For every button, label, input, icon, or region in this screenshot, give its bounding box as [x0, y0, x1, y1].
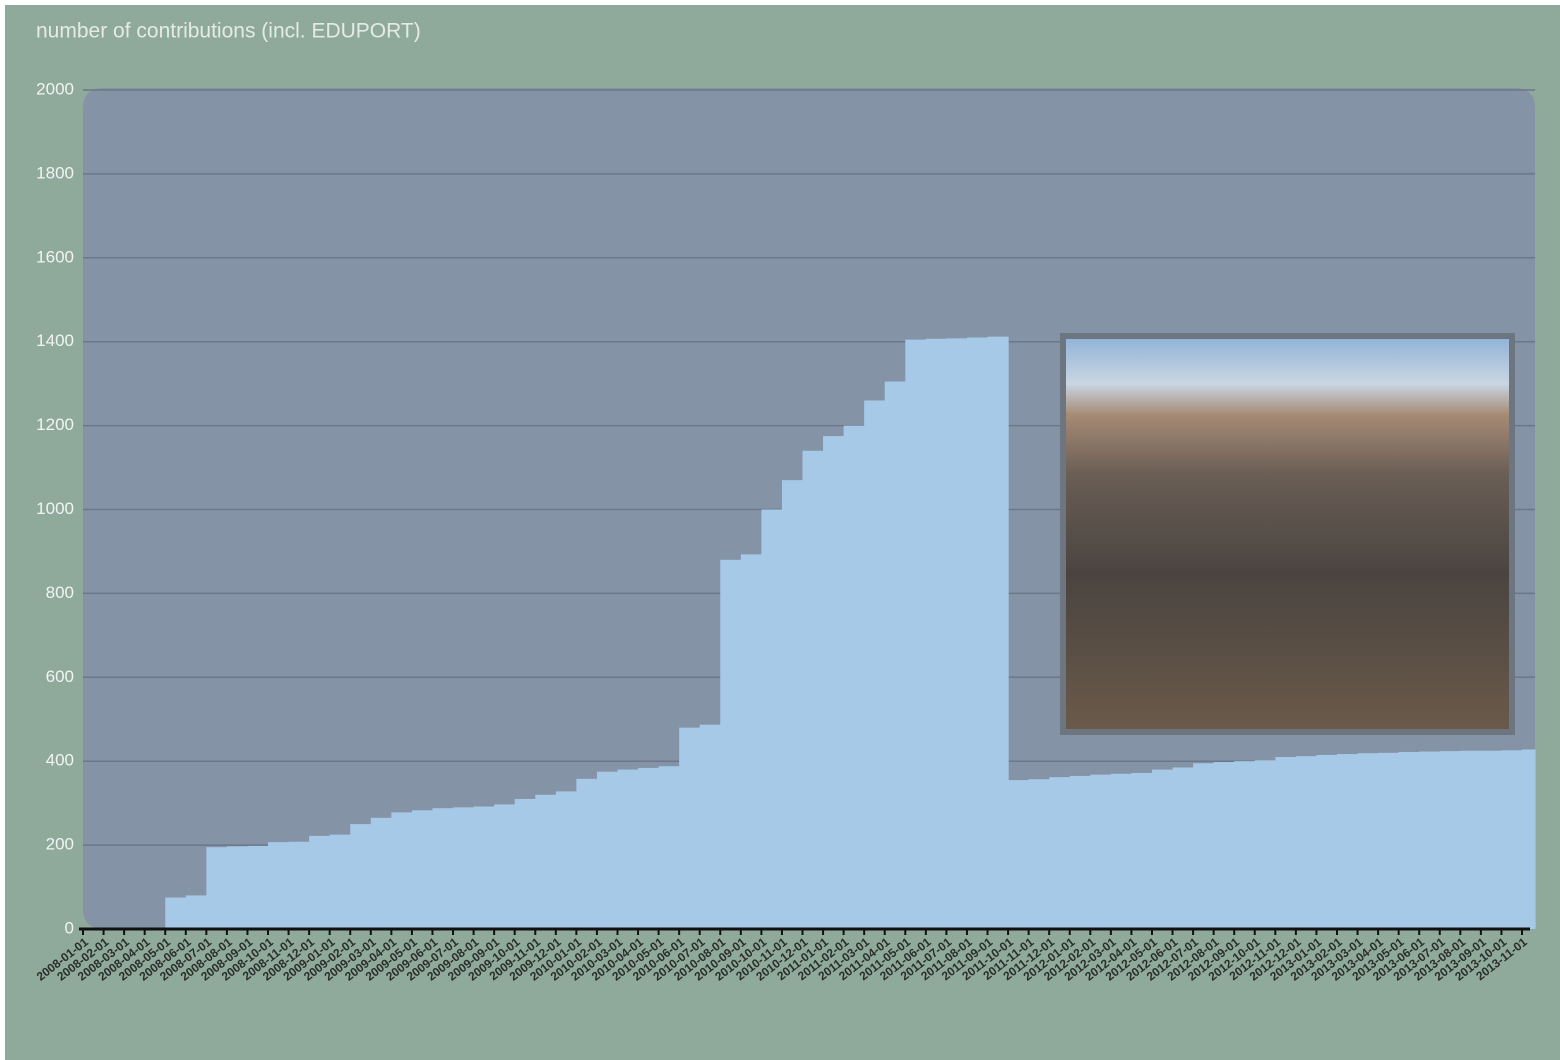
area-step — [905, 339, 927, 929]
area-step — [473, 806, 495, 929]
area-step — [1398, 751, 1420, 929]
area-step — [1439, 751, 1461, 929]
area-step — [411, 810, 434, 929]
y-tick-label: 1200 — [36, 415, 74, 434]
y-tick-label: 1000 — [36, 499, 74, 518]
area-step — [226, 846, 249, 929]
area-step — [658, 766, 680, 929]
area-step — [596, 771, 619, 929]
y-tick-label: 200 — [46, 835, 74, 854]
area-step — [884, 381, 906, 929]
area-step — [1213, 762, 1235, 929]
area-step — [1151, 769, 1174, 929]
area-step — [1069, 775, 1091, 929]
area-step — [699, 724, 721, 929]
area-step — [1275, 757, 1297, 929]
area-step — [1090, 774, 1112, 929]
area-step — [638, 767, 660, 929]
area-step — [247, 845, 269, 929]
area-step — [494, 804, 516, 929]
area-step — [1501, 750, 1523, 929]
area-step — [1522, 749, 1536, 929]
area-step — [1193, 763, 1215, 929]
area-step — [966, 337, 989, 929]
area-step — [391, 812, 413, 929]
area-step — [535, 794, 557, 929]
area-step — [843, 425, 865, 929]
area-step — [802, 450, 824, 929]
area-step — [206, 847, 228, 929]
area-step — [1357, 753, 1379, 929]
area-step — [514, 798, 536, 929]
area-step — [432, 808, 454, 929]
area-step — [679, 727, 701, 929]
area-step — [1378, 752, 1400, 929]
area-step — [1480, 750, 1503, 929]
area-step — [1234, 761, 1256, 929]
area-step — [1049, 777, 1071, 929]
y-tick-label: 600 — [46, 667, 74, 686]
area-step — [1008, 780, 1030, 929]
area-step — [268, 842, 290, 929]
area-step — [288, 841, 310, 929]
area-step — [1110, 773, 1133, 929]
area-step — [576, 778, 598, 929]
y-tick-label: 1400 — [36, 331, 74, 350]
area-step — [1028, 779, 1050, 929]
y-tick-label: 1800 — [36, 163, 74, 182]
area-step — [864, 400, 886, 929]
area-step — [946, 338, 968, 929]
area-step — [165, 897, 187, 929]
area-step — [761, 509, 783, 929]
area-step — [185, 895, 207, 929]
area-step — [781, 480, 804, 929]
area-step — [1254, 760, 1276, 929]
area-step — [617, 769, 639, 929]
area-step — [329, 834, 351, 929]
area-step — [987, 336, 1009, 929]
area-step — [925, 338, 947, 929]
area-step — [740, 554, 762, 929]
area-step — [720, 559, 742, 929]
y-tick-label: 0 — [65, 918, 74, 937]
area-step — [453, 807, 475, 929]
area-step — [370, 817, 392, 929]
area-step — [1295, 756, 1318, 929]
y-tick-label: 400 — [46, 751, 74, 770]
y-tick-label: 1600 — [36, 247, 74, 266]
area-step — [555, 791, 577, 929]
area-step — [1131, 772, 1153, 929]
area-step — [309, 835, 331, 929]
y-tick-label: 2000 — [36, 79, 74, 98]
area-step — [350, 824, 372, 929]
area-step — [823, 436, 845, 929]
area-step — [1419, 751, 1441, 929]
area-step — [1316, 754, 1338, 929]
photo — [1060, 333, 1515, 735]
y-tick-label: 800 — [46, 583, 74, 602]
area-step — [1460, 750, 1482, 929]
area-step — [1336, 754, 1359, 929]
chart-title: number of contributions (incl. EDUPORT) — [36, 20, 421, 43]
area-step — [1172, 767, 1194, 929]
